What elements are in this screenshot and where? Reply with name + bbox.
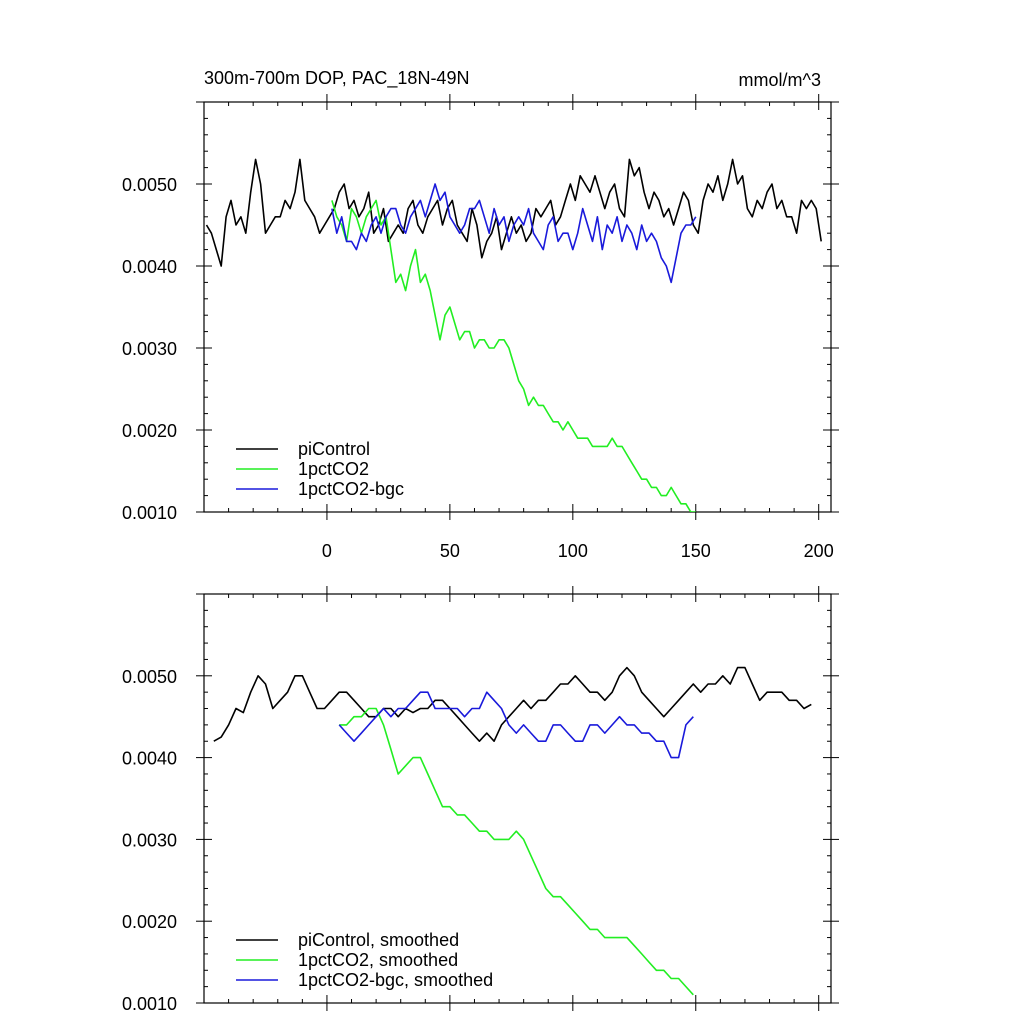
chart-title: 300m-700m DOP, PAC_18N-49N [204, 68, 469, 89]
y-tick-label: 0.0050 [122, 667, 177, 687]
y-tick-label: 0.0050 [122, 175, 177, 195]
legend-label: piControl [298, 439, 370, 459]
series-line-1pctco2-smoothed [339, 707, 694, 996]
legend-label: 1pctCO2-bgc, smoothed [298, 970, 493, 990]
y-tick-label: 0.0020 [122, 421, 177, 441]
y-tick-label: 0.0040 [122, 257, 177, 277]
panel-bottom: 0.0010 0.0020 0.0030 0.0040 0.0050 piControl,… [122, 586, 839, 1014]
y-tick-label: 0.0020 [122, 912, 177, 932]
y-tick-label: 0.0010 [122, 503, 177, 523]
series-line-picontrol-smoothed [213, 666, 812, 743]
series-line-1pctco2-bgc [331, 183, 697, 284]
panel-top: 0 50 100 150 200 0.0010 0.0020 0.0030 0.0040 0.00… [122, 94, 839, 561]
series-group [213, 666, 812, 996]
x-tick-label: 0 [322, 541, 332, 561]
x-tick-label: 50 [440, 541, 460, 561]
y-tick-label: 0.0030 [122, 339, 177, 359]
x-tick-label: 150 [681, 541, 711, 561]
legend-label: 1pctCO2, smoothed [298, 950, 458, 970]
plot-frame [203, 593, 832, 1004]
legend-label: 1pctCO2 [298, 459, 369, 479]
y-tick-label: 0.0010 [122, 994, 177, 1014]
x-tick-label: 100 [558, 541, 588, 561]
series-line-picontrol [205, 158, 822, 267]
y-tick-label: 0.0030 [122, 830, 177, 850]
series-group [205, 158, 822, 512]
units-label: mmol/m^3 [739, 70, 821, 90]
y-tick-label: 0.0040 [122, 749, 177, 769]
legend-label: piControl, smoothed [298, 930, 459, 950]
series-line-1pctco2 [331, 199, 696, 512]
legend-label: 1pctCO2-bgc [298, 479, 404, 499]
plot-frame [203, 101, 832, 513]
series-line-1pctco2-bgc-smoothed [338, 691, 694, 759]
x-tick-label: 200 [804, 541, 834, 561]
